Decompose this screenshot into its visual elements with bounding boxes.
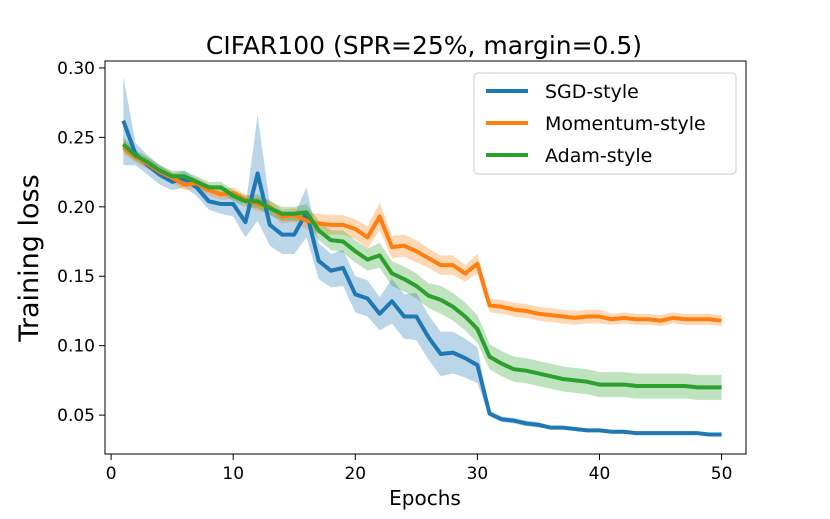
plot-frame <box>104 60 747 455</box>
x-tick-label: 0 <box>106 464 117 484</box>
x-tick-label: 30 <box>467 464 489 484</box>
legend-frame <box>473 72 737 175</box>
sgd-style-line <box>121 120 722 437</box>
y-tick-label: 0.15 <box>57 267 95 287</box>
y-axis-label: Training loss <box>14 174 45 342</box>
y-tick-label: 0.20 <box>57 198 95 218</box>
x-tick-label: 50 <box>711 464 733 484</box>
y-axis-ticks: 0.05 0.10 0.15 0.20 0.25 0.30 <box>57 59 105 426</box>
x-tick-label: 20 <box>344 464 366 484</box>
x-axis-label: Epochs <box>389 486 461 510</box>
momentum-style-legend-label: Momentum-style <box>545 113 706 135</box>
momentum-style-line <box>122 145 722 323</box>
x-tick-label: 10 <box>222 464 244 484</box>
chart-title: CIFAR100 (SPR=25%, margin=0.5) <box>206 31 642 60</box>
series-lines <box>121 120 722 437</box>
sgd-style-legend-label: SGD-style <box>545 81 639 103</box>
x-axis-ticks: 0 10 20 30 40 50 <box>106 454 733 484</box>
x-tick-label: 40 <box>589 464 611 484</box>
y-tick-label: 0.10 <box>57 337 95 357</box>
confidence-bands <box>123 76 722 436</box>
adam-style-band <box>123 137 722 400</box>
y-tick-label: 0.05 <box>57 406 95 426</box>
adam-style-line <box>121 142 722 390</box>
adam-style-legend-label: Adam-style <box>545 145 652 167</box>
y-tick-label: 0.25 <box>57 128 95 148</box>
legend: SGD-style Momentum-style Adam-style <box>473 72 737 175</box>
y-tick-label: 0.30 <box>57 59 95 79</box>
